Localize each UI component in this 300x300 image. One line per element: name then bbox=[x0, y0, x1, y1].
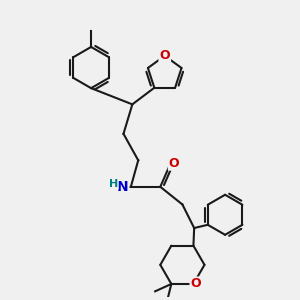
Text: O: O bbox=[159, 49, 170, 62]
Text: N: N bbox=[117, 180, 128, 194]
Text: O: O bbox=[169, 157, 179, 170]
Text: O: O bbox=[190, 278, 201, 290]
Text: H: H bbox=[109, 179, 118, 189]
